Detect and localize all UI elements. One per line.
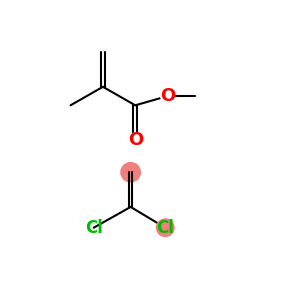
Text: O: O (128, 131, 143, 149)
Text: Cl: Cl (156, 219, 174, 237)
Text: O: O (160, 87, 175, 105)
Circle shape (161, 89, 175, 103)
Circle shape (157, 219, 174, 236)
Text: Cl: Cl (85, 219, 103, 237)
Circle shape (128, 133, 142, 147)
Circle shape (121, 163, 140, 182)
